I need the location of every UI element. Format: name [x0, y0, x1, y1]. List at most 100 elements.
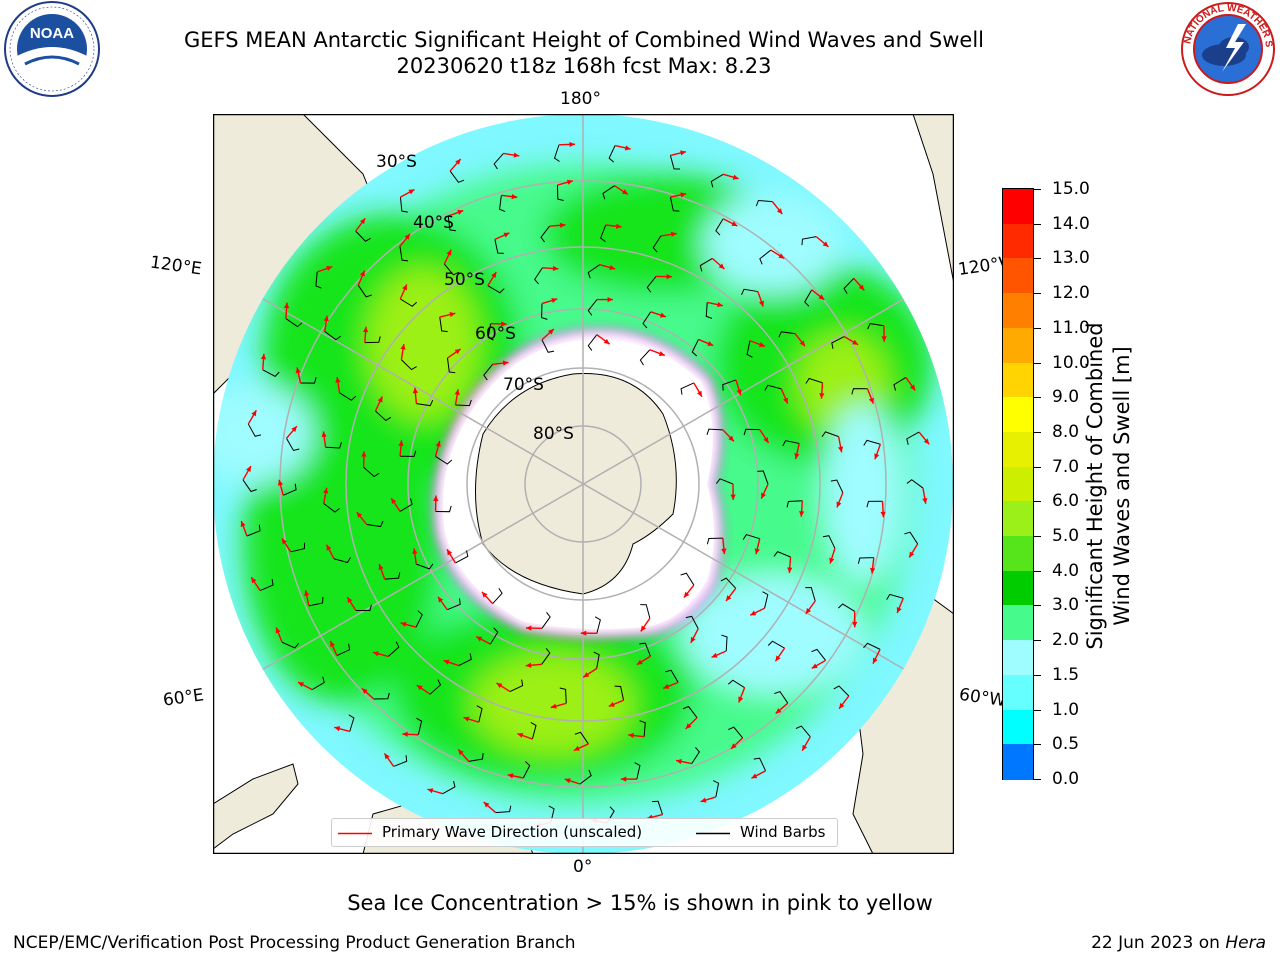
- wind-barb: [762, 591, 769, 609]
- wind-barb: [857, 557, 874, 564]
- noaa-logo-text: NOAA: [30, 25, 74, 42]
- colorbar-segment: [1003, 640, 1033, 676]
- lat-label-50s: 50°S: [444, 270, 485, 290]
- wave-arrow-head: [787, 567, 793, 573]
- wind-barb: [262, 369, 280, 377]
- wind-barb: [867, 323, 884, 330]
- wind-barb: [727, 679, 745, 689]
- wave-arrow-head: [437, 596, 444, 603]
- wave-arrow-head: [609, 264, 616, 270]
- colorbar-segment: [1003, 501, 1033, 537]
- wind-barb: [866, 500, 883, 508]
- wind-barb: [541, 303, 548, 320]
- wind-barb: [556, 185, 564, 202]
- wind-barb: [399, 197, 408, 213]
- wind-barb: [541, 611, 551, 629]
- wind-barb: [487, 323, 494, 341]
- wind-barb: [782, 440, 800, 447]
- wave-arrow-head: [321, 431, 327, 438]
- wind-barb: [759, 249, 772, 265]
- lon-label-60w: 60°W: [957, 684, 1008, 712]
- wind-barb: [375, 410, 392, 422]
- wind-barb: [712, 780, 720, 798]
- wave-arrow-head: [335, 376, 341, 383]
- colorbar-tick-mark: [1034, 293, 1041, 295]
- wind-barb: [608, 145, 616, 163]
- colorbar-tick-label: 14.0: [1052, 213, 1090, 234]
- wave-arrow-head: [805, 608, 812, 614]
- colorbar-segment: [1003, 744, 1033, 780]
- wind-barb: [851, 388, 868, 395]
- wind-barb: [553, 144, 560, 162]
- wave-arrow-head: [378, 564, 384, 571]
- wind-barb: [283, 483, 297, 496]
- wind-barb: [246, 524, 261, 537]
- wave-arrow-head: [778, 253, 785, 259]
- wind-barb: [669, 155, 681, 170]
- colorbar-tick-label: 9.0: [1052, 387, 1080, 408]
- wave-arrow-head: [799, 511, 805, 517]
- wind-barb: [449, 170, 465, 183]
- wind-barb: [699, 258, 713, 272]
- wave-arrow-head: [658, 351, 665, 356]
- wind-barb: [499, 195, 506, 212]
- wind-barb: [476, 705, 483, 723]
- wind-barb: [492, 588, 503, 605]
- wind-barb: [906, 431, 920, 445]
- wave-arrow-head: [323, 315, 329, 322]
- colorbar-label-line1: Significant Height of Combined: [1083, 322, 1107, 650]
- wave-arrow-head: [454, 389, 460, 396]
- colorbar-tick-label: 5.0: [1052, 526, 1080, 547]
- antarctica-sea-ice: [433, 328, 723, 639]
- wave-arrow-head: [525, 662, 532, 668]
- wind-barb: [822, 535, 836, 549]
- wave-arrow-head: [548, 329, 554, 335]
- colorbar-tick-label: 0.0: [1052, 769, 1080, 789]
- wind-barb: [458, 653, 472, 667]
- wave-arrow-head: [402, 731, 408, 737]
- wind-barb: [755, 199, 773, 207]
- wind-barb: [715, 478, 734, 485]
- wave-arrow-head: [858, 284, 865, 291]
- wind-barb: [446, 357, 456, 374]
- wave-arrow-head: [620, 776, 627, 782]
- wave-arrow-head: [400, 621, 407, 627]
- colorbar-segment: [1003, 674, 1033, 711]
- wave-arrow-head: [277, 479, 284, 486]
- wind-barb: [600, 224, 607, 243]
- wave-arrow-head: [776, 208, 783, 215]
- wave-arrow-head: [728, 435, 734, 442]
- wind-barb: [384, 572, 401, 580]
- wave-arrow-head: [822, 241, 829, 247]
- wave-arrow-head: [334, 726, 341, 732]
- wind-barb: [355, 230, 371, 242]
- wind-barb: [494, 239, 504, 254]
- wind-barb: [594, 616, 601, 634]
- wind-barb: [743, 428, 760, 436]
- wind-barb: [706, 537, 723, 545]
- wave-arrow-head: [291, 426, 297, 432]
- colorbar-tick-mark: [1034, 362, 1041, 364]
- colorbar-tick-mark: [1034, 709, 1041, 711]
- wind-barb: [487, 285, 505, 294]
- wind-barb: [764, 384, 782, 391]
- wind-barb: [805, 377, 823, 384]
- wind-barb: [843, 278, 855, 294]
- wind-barb: [311, 676, 325, 691]
- colorbar-tick-label: 4.0: [1052, 560, 1080, 581]
- wave-arrow-head: [458, 749, 464, 756]
- lon-label-120e: 120°E: [148, 252, 203, 280]
- wind-barb: [315, 271, 322, 289]
- wave-arrow-head: [454, 348, 461, 355]
- wind-barb: [906, 479, 924, 489]
- wind-barb: [801, 236, 817, 246]
- wind-barb: [863, 439, 881, 446]
- wave-arrow-head: [323, 487, 329, 494]
- wave-arrow-head: [507, 773, 514, 779]
- wave-arrow-head: [685, 723, 692, 729]
- wind-barb: [401, 359, 417, 371]
- wave-arrow-head: [836, 501, 842, 508]
- wave-arrow-head: [659, 312, 666, 318]
- wind-barb: [534, 267, 543, 285]
- wave-arrow-head: [922, 498, 928, 504]
